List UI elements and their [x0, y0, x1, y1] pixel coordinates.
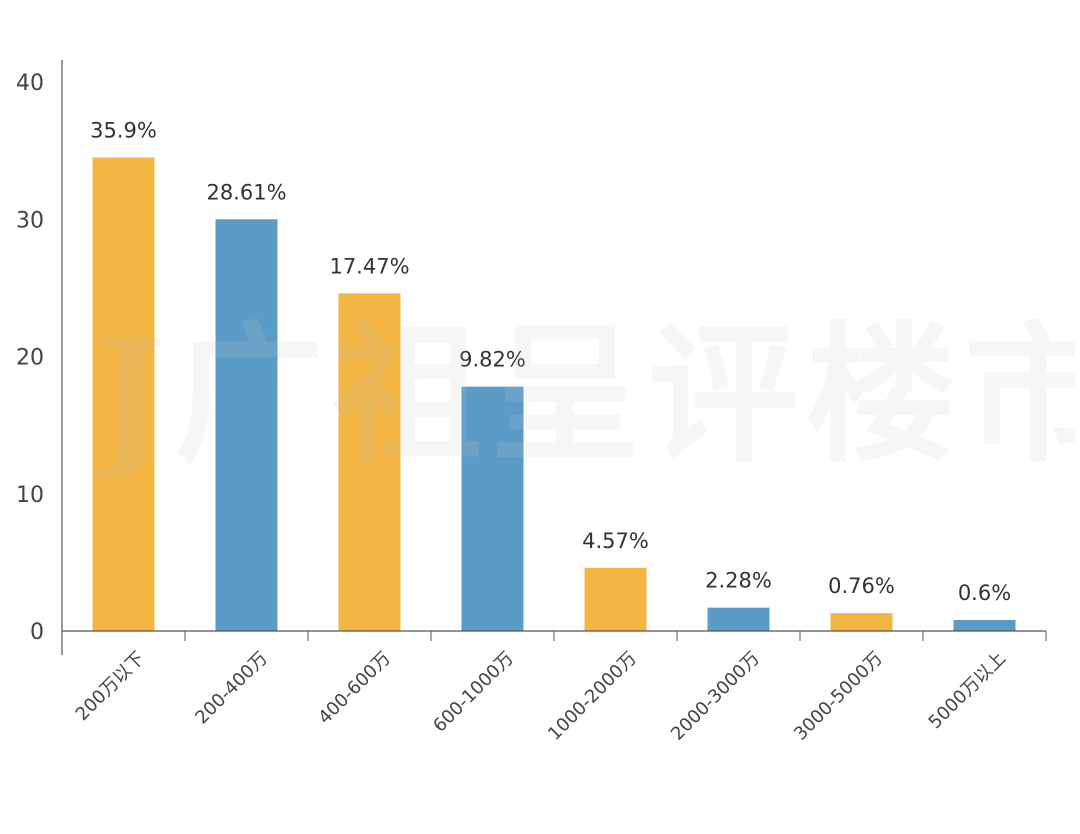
bar-value-label: 35.9%: [90, 118, 157, 142]
bar-value-label: 17.47%: [329, 254, 409, 278]
x-tick-label: 2000-3000万: [667, 648, 764, 745]
x-axis-ticks: 200万以下 200-400万 400-600万 600-1000万 1000-2000…: [72, 648, 1010, 745]
x-tick-label: 600-1000万: [429, 648, 518, 737]
bar: [461, 386, 524, 631]
bar-value-label: 9.82%: [459, 348, 526, 372]
bars-group: [92, 157, 1016, 632]
x-tick-label: 3000-5000万: [790, 648, 887, 745]
bar: [338, 293, 401, 631]
axes-group: [61, 60, 1047, 655]
bar-value-label: 4.57%: [582, 529, 649, 553]
bar-value-label: 28.61%: [206, 180, 286, 204]
x-tick-label: 200-400万: [191, 648, 272, 729]
bar: [584, 567, 647, 631]
bar: [707, 607, 770, 631]
y-axis-ticks: 0 10 20 30 40: [16, 71, 44, 645]
y-tick-label: 10: [16, 483, 44, 508]
bar-value-label: 0.76%: [828, 574, 895, 598]
x-tick-label: 400-600万: [314, 648, 395, 729]
data-labels-group: 35.9% 28.61% 17.47% 9.82% 4.57% 2.28% 0.76% 0.6…: [90, 118, 1011, 605]
y-tick-label: 20: [16, 346, 44, 371]
x-tick-label: 5000万以上: [925, 648, 1010, 733]
y-tick-label: 30: [16, 208, 44, 233]
bar-value-label: 0.6%: [958, 581, 1011, 605]
y-tick-label: 40: [16, 71, 44, 96]
bar-value-label: 2.28%: [705, 569, 772, 593]
bar: [953, 620, 1016, 631]
x-tick-label: 1000-2000万: [544, 648, 641, 745]
bar: [830, 613, 893, 631]
bar: [92, 157, 155, 632]
bar: [215, 219, 278, 631]
y-tick-label: 0: [30, 620, 44, 645]
x-tick-label: 200万以下: [72, 648, 149, 725]
